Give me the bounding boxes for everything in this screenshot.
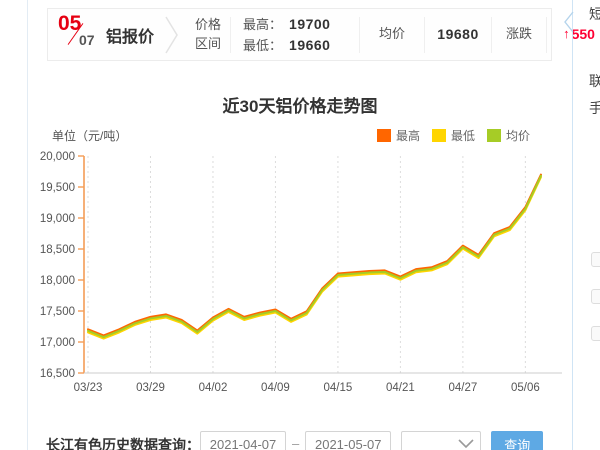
y-tick-label: 18,000 xyxy=(40,275,75,287)
collapse-panel-icon[interactable] xyxy=(563,10,575,34)
legend-swatch-low xyxy=(432,129,447,142)
chart-legend: 最高 最低 均价 xyxy=(377,127,530,144)
legend-swatch-high xyxy=(377,129,391,142)
x-tick-label: 04/02 xyxy=(199,382,228,394)
chart-title: 近30天铝价格走势图 xyxy=(222,97,378,116)
date-day: 07 xyxy=(79,31,95,48)
divider xyxy=(491,16,493,53)
end-date-input[interactable] xyxy=(305,431,392,450)
legend-label: 均价 xyxy=(506,129,531,143)
high-value: 19700 xyxy=(289,15,331,32)
date-range-separator: – xyxy=(292,436,300,450)
sidebar-button-fragment[interactable] xyxy=(591,289,600,304)
history-query-bar: 长江有色历史数据查询： – 查询 xyxy=(0,430,600,450)
avg-label: 均价 xyxy=(379,26,406,42)
axis-unit-label: 单位（元/吨） xyxy=(52,129,128,143)
y-tick-label: 18,500 xyxy=(40,244,75,256)
price-summary-card: 05 07 铝报价 价格 区间 最高： 19700 最低： 19660 均价 1… xyxy=(47,8,595,61)
low-label: 最低： xyxy=(243,37,283,53)
divider xyxy=(424,16,426,53)
x-tick-label: 04/09 xyxy=(261,382,290,394)
sidebar-text-fragment: 手 xyxy=(589,100,600,116)
legend-item-avg: 均价 xyxy=(487,127,530,144)
metal-select-dropdown[interactable] xyxy=(401,431,482,450)
price-range-label: 价格 区间 xyxy=(195,16,222,51)
y-tick-label: 17,500 xyxy=(40,306,75,318)
legend-label: 最低 xyxy=(451,129,476,143)
date-month: 05 xyxy=(58,11,82,35)
x-tick-label: 04/21 xyxy=(386,382,415,394)
y-tick-label: 20,000 xyxy=(40,151,75,163)
right-panel-divider xyxy=(572,0,573,450)
change-label: 涨跌 xyxy=(506,26,533,42)
high-low-block: 最高： 19700 最低： 19660 xyxy=(231,14,359,56)
divider xyxy=(359,16,361,53)
sidebar-text-fragment: 短 xyxy=(589,6,600,22)
legend-label: 最高 xyxy=(396,129,421,143)
x-tick-label: 04/27 xyxy=(448,382,477,394)
divider xyxy=(230,16,232,53)
sidebar-text-fragment: 联 xyxy=(589,73,600,89)
series-line-均价 xyxy=(87,174,542,339)
x-tick-label: 05/06 xyxy=(511,382,540,394)
sidebar-button-fragment[interactable] xyxy=(591,252,600,267)
x-tick-label: 03/29 xyxy=(136,382,165,394)
avg-value: 19680 xyxy=(437,26,479,43)
change-value: 550 xyxy=(571,26,595,43)
y-tick-label: 16,500 xyxy=(40,368,75,380)
price-trend-chart: 03/23 03/29 04/02 04/09 04/15 04/21 04/27 05/06… xyxy=(40,151,562,394)
start-date-input[interactable] xyxy=(200,431,286,450)
query-button[interactable]: 查询 xyxy=(491,431,544,450)
y-tick-label: 19,000 xyxy=(40,213,75,225)
legend-item-high: 最高 xyxy=(377,127,420,144)
divider xyxy=(546,16,548,53)
report-title: 铝报价 xyxy=(106,28,155,46)
y-tick-label: 17,000 xyxy=(40,337,75,349)
chevron-right-icon xyxy=(165,16,178,53)
y-tick-label: 19,500 xyxy=(40,182,75,194)
high-label: 最高： xyxy=(243,16,283,32)
left-border-line xyxy=(27,0,28,450)
x-tick-label: 03/23 xyxy=(74,382,103,394)
date-badge: 05 07 xyxy=(48,12,104,58)
up-arrow-icon: ↑ xyxy=(563,26,570,42)
chevron-down-icon xyxy=(458,439,474,449)
series-line-最低 xyxy=(87,176,542,340)
low-value: 19660 xyxy=(289,36,331,53)
sidebar-button-fragment[interactable] xyxy=(591,326,600,341)
x-tick-label: 04/15 xyxy=(324,382,353,394)
query-label: 长江有色历史数据查询： xyxy=(46,437,200,450)
legend-swatch-avg xyxy=(487,129,502,142)
legend-item-low: 最低 xyxy=(432,127,475,144)
change-value-block: ↑ 550 xyxy=(547,24,600,44)
